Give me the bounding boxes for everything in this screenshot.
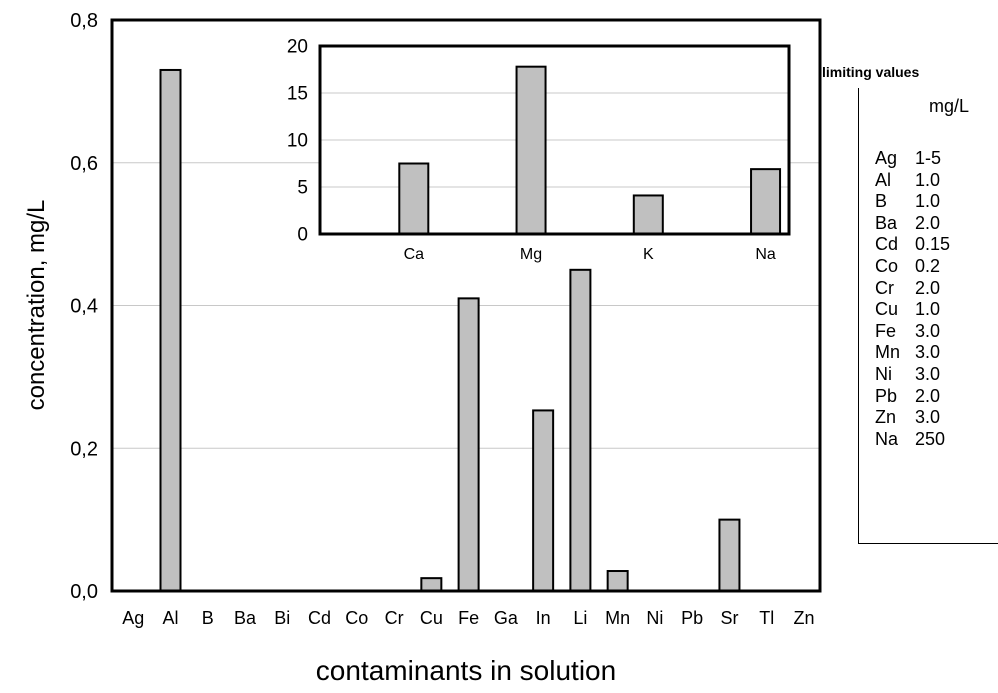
x-tick-label-bi: Bi <box>274 608 290 628</box>
bar-fe <box>457 297 480 592</box>
x-tick-label-zn: Zn <box>793 608 814 628</box>
x-tick-label-in: In <box>536 608 551 628</box>
legend-element: Cu <box>875 299 899 320</box>
x-tick-label-ba: Ba <box>234 608 257 628</box>
bar-al <box>159 68 182 592</box>
y-tick-label: 0 <box>297 225 308 246</box>
x-axis-label: contaminants in solution <box>316 655 616 686</box>
legend-title: limiting values <box>822 64 920 80</box>
main-chart-bars <box>159 68 741 593</box>
y-tick-label: 20 <box>287 37 308 58</box>
x-tick-label-co: Co <box>345 608 368 628</box>
bar-in <box>532 409 555 593</box>
legend-element: Fe <box>875 320 897 341</box>
y-tick-label: 0,0 <box>70 581 98 603</box>
y-tick-label: 0,6 <box>70 153 98 175</box>
legend-element: Na <box>875 428 899 449</box>
legend-limit-value: 1-5 <box>915 148 942 168</box>
legend-limit-value: 2.0 <box>915 277 941 298</box>
legend-limit-value: 3.0 <box>915 363 941 384</box>
bar-cu <box>420 577 443 593</box>
y-axis-label: concentration, mg/L <box>23 200 50 411</box>
x-tick-label-cu: Cu <box>420 608 443 628</box>
bar-mg <box>515 65 547 236</box>
legend-box <box>858 88 998 544</box>
legend-unit: mg/L <box>929 96 970 116</box>
legend-element: Ba <box>875 212 898 233</box>
legend-limit-value: 1.0 <box>915 191 941 212</box>
legend-limit-value: 2.0 <box>915 212 941 233</box>
bar-mn <box>606 570 629 593</box>
x-tick-label-pb: Pb <box>681 608 703 628</box>
x-tick-label-k: K <box>643 246 654 263</box>
bar-li <box>569 268 592 592</box>
legend-element: Ni <box>875 363 892 384</box>
inset-chart-x-ticks: Ca Mg K Na <box>404 246 776 263</box>
main-chart-x-ticks: Ag Al B Ba Bi Cd Co Cr Cu Fe Ga In Li Mn Ni Pb Sr Tl Zn <box>122 608 814 628</box>
legend-element: Co <box>875 255 899 276</box>
legend-limit-value: 250 <box>915 428 946 449</box>
legend-limit-value: 1.0 <box>915 299 941 320</box>
x-tick-label-sr: Sr <box>720 608 738 628</box>
y-tick-label: 0,4 <box>70 296 98 318</box>
legend-limit-value: 0.15 <box>915 234 951 255</box>
inset-plot-frame <box>318 44 791 236</box>
legend-limit-value: 0.2 <box>915 255 941 276</box>
x-tick-label-tl: Tl <box>759 608 774 628</box>
legend-element: Al <box>875 169 892 190</box>
main-plot-frame <box>110 18 822 593</box>
legend-element: Zn <box>875 407 897 428</box>
y-tick-label: 15 <box>287 84 308 105</box>
bar-k <box>632 194 664 236</box>
x-tick-label-na: Na <box>755 246 776 263</box>
inset-chart-bars <box>398 65 782 236</box>
legend-limit-value: 3.0 <box>915 342 941 363</box>
inset-chart-y-ticks: 0 5 10 15 20 <box>287 37 308 246</box>
legend-element: Ag <box>875 148 898 168</box>
legend-element: B <box>875 191 888 212</box>
y-tick-label: 0,8 <box>70 10 98 32</box>
bar-na <box>750 168 782 235</box>
y-tick-label: 0,2 <box>70 438 98 460</box>
legend-limit-value: 1.0 <box>915 169 941 190</box>
main-chart-y-ticks: 0,0 0,2 0,4 0,6 0,8 <box>70 10 98 603</box>
x-tick-label-cr: Cr <box>385 608 404 628</box>
x-tick-label-mn: Mn <box>605 608 630 628</box>
legend-limit-value: 3.0 <box>915 407 941 428</box>
x-tick-label-ag: Ag <box>122 608 144 628</box>
bar-ca <box>398 162 430 235</box>
y-tick-label: 10 <box>287 131 308 152</box>
x-tick-label-li: Li <box>573 608 587 628</box>
inset-chart-gridlines <box>320 92 789 188</box>
legend-limit-value: 3.0 <box>915 320 941 341</box>
x-tick-label-fe: Fe <box>458 608 479 628</box>
y-tick-label: 5 <box>297 178 308 199</box>
x-tick-label-ga: Ga <box>494 608 519 628</box>
legend-element: Pb <box>875 385 898 406</box>
x-tick-label-al: Al <box>162 608 178 628</box>
bar-sr <box>718 518 741 592</box>
x-tick-label-b: B <box>202 608 214 628</box>
legend-limit-value: 2.0 <box>915 385 941 406</box>
x-tick-label-mg: Mg <box>520 246 542 263</box>
legend-element: Cd <box>875 234 899 255</box>
legend-element: Cr <box>875 277 894 298</box>
x-tick-label-cd: Cd <box>308 608 331 628</box>
x-tick-label-ni: Ni <box>646 608 663 628</box>
legend-element: Mn <box>875 342 901 363</box>
x-tick-label-ca: Ca <box>404 246 425 263</box>
